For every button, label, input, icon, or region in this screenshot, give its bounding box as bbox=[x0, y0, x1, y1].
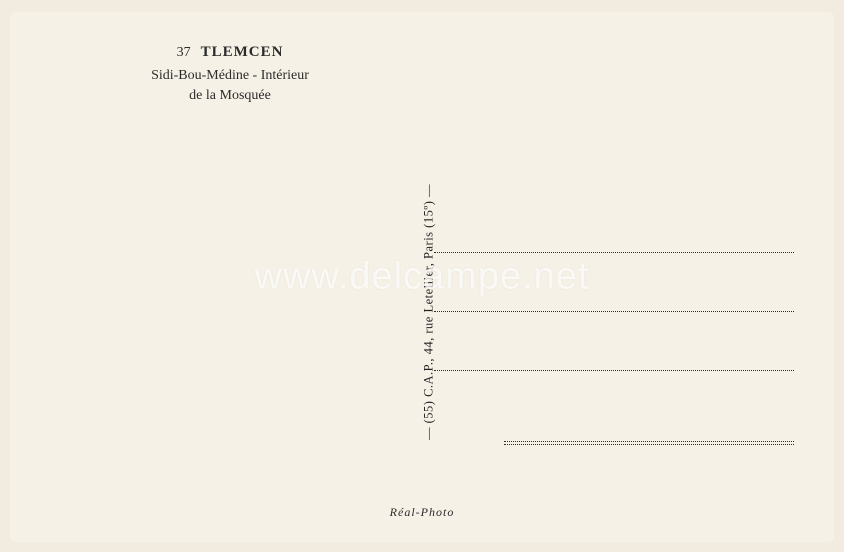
address-line bbox=[434, 252, 794, 253]
footer-credit: Réal-Photo bbox=[10, 505, 834, 520]
address-area bbox=[434, 252, 794, 442]
postcard-back: 37 TLEMCEN Sidi-Bou-Médine - Intérieur d… bbox=[10, 12, 834, 542]
address-line bbox=[434, 370, 794, 371]
title-block: 37 TLEMCEN Sidi-Bou-Médine - Intérieur d… bbox=[70, 40, 390, 106]
card-city: TLEMCEN bbox=[201, 44, 284, 60]
title-line-1: 37 TLEMCEN bbox=[70, 40, 390, 64]
subtitle-line-2: de la Mosquée bbox=[70, 86, 390, 106]
card-number: 37 bbox=[177, 45, 191, 60]
subtitle-line-1: Sidi-Bou-Médine - Intérieur bbox=[70, 66, 390, 86]
address-line bbox=[434, 311, 794, 312]
address-line bbox=[504, 441, 794, 442]
